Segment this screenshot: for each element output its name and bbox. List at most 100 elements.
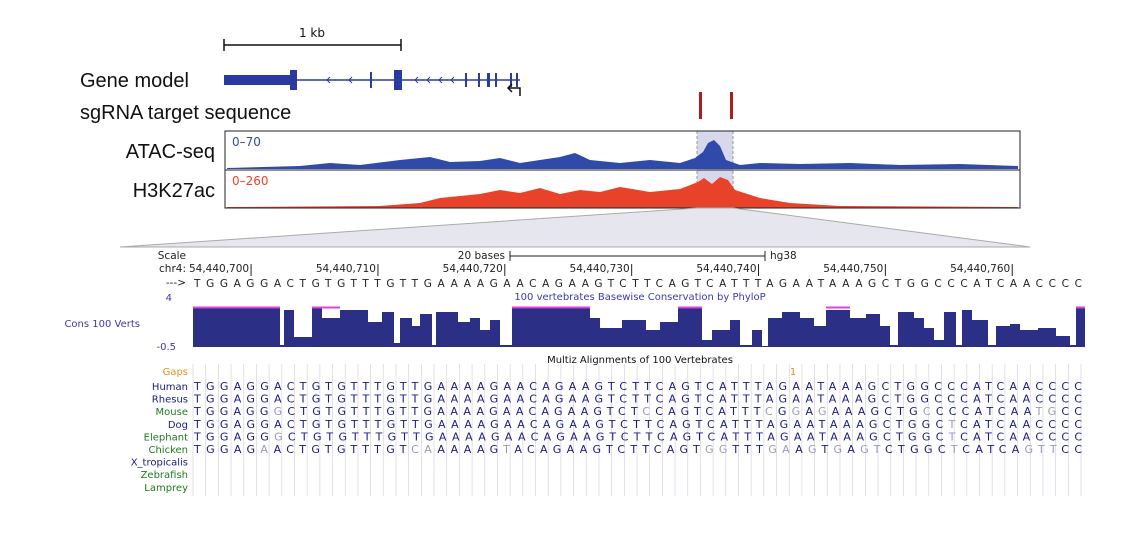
base: T	[818, 418, 826, 431]
base: T	[630, 405, 638, 418]
base: A	[477, 380, 485, 393]
base: A	[234, 393, 242, 406]
base: T	[325, 430, 333, 443]
base: A	[832, 405, 840, 418]
base: A	[477, 443, 485, 456]
track-title: Multiz Alignments of 100 Vertebrates	[547, 355, 733, 366]
base: T	[399, 380, 407, 393]
scale-bar	[223, 39, 402, 51]
base: A	[975, 405, 983, 418]
base: G	[924, 443, 933, 456]
position-label: 54,440,760	[950, 263, 1010, 275]
track-label: ATAC-seq	[126, 141, 215, 163]
base: C	[642, 405, 650, 418]
base: G	[388, 430, 396, 443]
sgrna-mark	[699, 92, 702, 119]
base: T	[896, 405, 904, 418]
base: G	[274, 430, 283, 443]
base: A	[463, 405, 471, 418]
base: C	[1061, 380, 1069, 393]
scale-bar-label: 20 bases	[458, 250, 505, 262]
base: G	[220, 393, 229, 406]
base: A	[719, 393, 727, 406]
base: G	[260, 393, 269, 406]
base: A	[580, 443, 588, 456]
base: A	[517, 418, 525, 431]
base: T	[643, 393, 651, 406]
base: T	[299, 380, 307, 393]
base: G	[220, 430, 229, 443]
base: G	[920, 380, 929, 393]
base: T	[692, 443, 700, 456]
base: A	[464, 443, 472, 456]
gap-count: 1	[790, 367, 796, 378]
base: T	[986, 443, 994, 456]
base: T	[633, 430, 641, 443]
base: T	[361, 380, 369, 393]
base: A	[451, 393, 459, 406]
species-name: Elephant	[144, 432, 188, 443]
base: G	[338, 405, 346, 418]
base: G	[490, 418, 499, 431]
base: A	[1023, 418, 1031, 431]
base: G	[490, 393, 499, 406]
reference-sequence: TGGAGGACTGTGTTTGTTGAAAAGAACAGAAGTCTTCAGT…	[193, 278, 1082, 290]
base: C	[1048, 393, 1056, 406]
alignment: Human T G G A G G A C T G T G T T T G T T G A A A A G A A C A G A A G T C T…	[131, 380, 1083, 494]
base: G	[808, 443, 816, 456]
base: T	[399, 393, 407, 406]
base: A	[855, 393, 863, 406]
base: A	[544, 430, 552, 443]
base: G	[489, 405, 498, 418]
base: A	[806, 380, 814, 393]
base: A	[1023, 380, 1031, 393]
base: A	[767, 418, 775, 431]
base: T	[375, 430, 383, 443]
base: A	[719, 380, 727, 393]
base: G	[593, 405, 601, 418]
base-grid	[192, 364, 1082, 496]
base: G	[386, 380, 394, 393]
base: A	[438, 418, 446, 431]
base: C	[998, 405, 1006, 418]
base: T	[300, 430, 308, 443]
base: A	[505, 430, 513, 443]
base: G	[595, 393, 603, 406]
base: G	[907, 393, 916, 406]
base: T	[948, 418, 956, 431]
base: G	[869, 430, 878, 443]
base: G	[312, 405, 320, 418]
base: C	[999, 443, 1007, 456]
base: G	[868, 380, 877, 393]
base: A	[973, 430, 981, 443]
base: C	[1061, 443, 1069, 456]
base: T	[755, 443, 763, 456]
base: C	[1035, 430, 1043, 443]
base: A	[234, 380, 242, 393]
base: G	[206, 393, 215, 406]
base: A	[855, 380, 863, 393]
base: A	[518, 430, 526, 443]
base: A	[542, 393, 550, 406]
base: A	[766, 380, 774, 393]
base: T	[632, 418, 640, 431]
position-label: 54,440,740	[696, 263, 756, 275]
base: T	[193, 405, 201, 418]
base: C	[923, 405, 931, 418]
base: C	[706, 380, 714, 393]
base: C	[997, 380, 1005, 393]
base: C	[1074, 405, 1082, 418]
base: G	[909, 405, 918, 418]
base: C	[884, 405, 892, 418]
base: T	[731, 430, 739, 443]
conservation-signal	[193, 308, 1085, 347]
scale-label: 1 kb	[299, 26, 325, 40]
base: T	[743, 430, 751, 443]
base: G	[778, 405, 787, 418]
range-label: 0–70	[232, 135, 261, 149]
base: G	[596, 430, 604, 443]
base: G	[834, 443, 843, 456]
base: C	[1074, 418, 1082, 431]
base: G	[337, 393, 345, 406]
